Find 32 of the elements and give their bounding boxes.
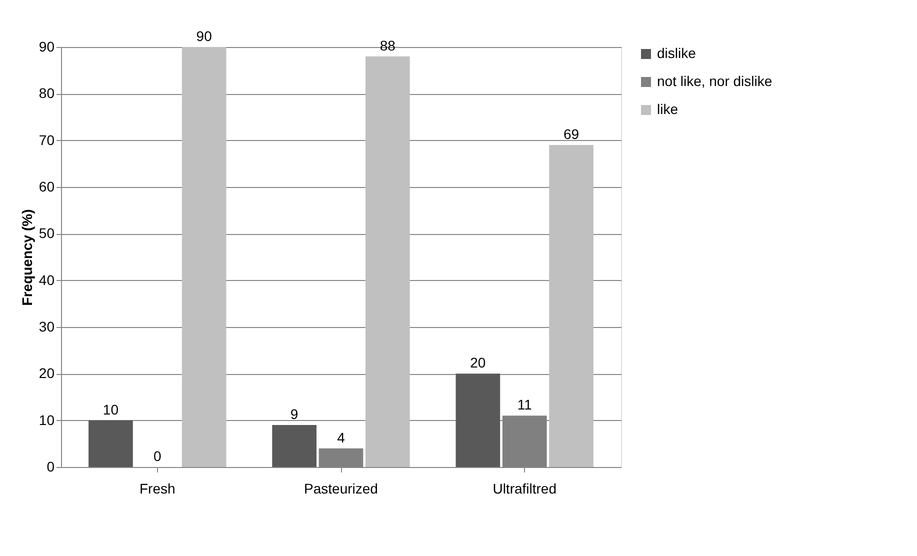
y-axis-title: Frequency (%): [18, 209, 35, 306]
data-label: 0: [153, 448, 162, 464]
data-label: 4: [337, 429, 346, 446]
y-tick-label: 90: [38, 38, 55, 54]
data-label: 69: [563, 126, 580, 142]
y-tick-label: 70: [38, 132, 55, 148]
x-tick-label: Pasteurized: [304, 480, 378, 496]
y-tick-label: 60: [38, 178, 55, 194]
y-tick-label: 0: [46, 458, 55, 474]
y-tick-label: 20: [38, 365, 55, 382]
data-label: 88: [380, 37, 396, 54]
bar: [456, 374, 500, 467]
bar: [182, 47, 226, 467]
data-label: 9: [290, 406, 298, 422]
legend-label: like: [657, 101, 678, 117]
x-tick-label: Ultrafiltred: [492, 480, 557, 496]
bar: [366, 56, 410, 467]
bar: [272, 425, 316, 467]
data-label: 20: [470, 354, 486, 371]
bar: [88, 420, 133, 467]
legend-label: dislike: [657, 45, 696, 61]
y-tick-label: 80: [38, 85, 55, 102]
x-tick-label: Fresh: [139, 480, 176, 496]
y-tick-label: 50: [38, 225, 55, 242]
legend-label: not like, nor dislike: [657, 73, 772, 89]
data-label: 10: [102, 401, 119, 418]
data-label: 11: [517, 396, 532, 413]
y-tick-label: 30: [38, 318, 55, 334]
data-label: 90: [196, 28, 212, 44]
y-tick-label: 10: [38, 412, 55, 428]
y-tick-label: 40: [38, 272, 55, 288]
bar: [549, 145, 594, 467]
